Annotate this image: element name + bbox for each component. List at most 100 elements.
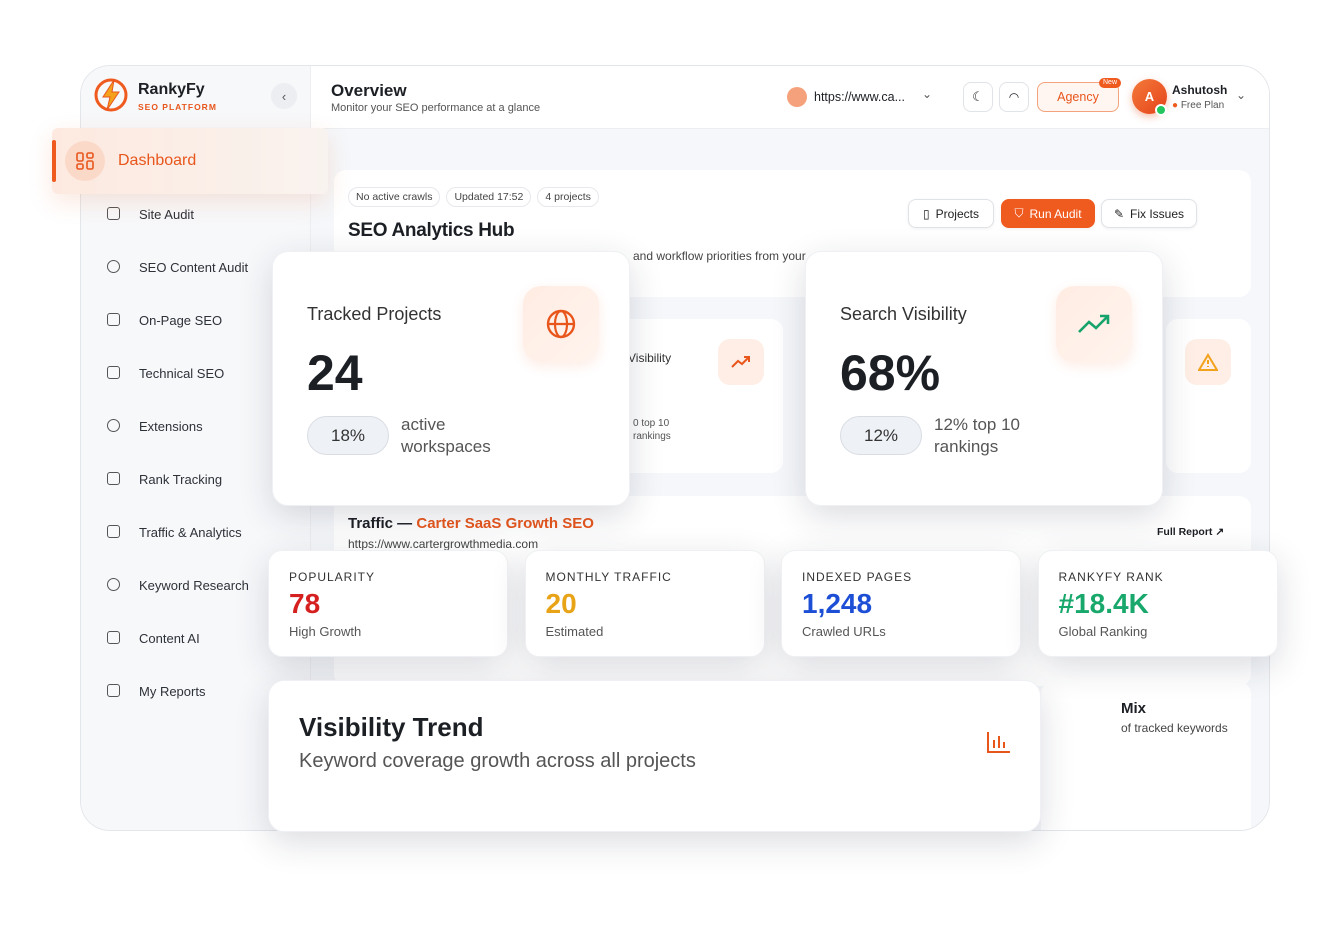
traffic-url: https://www.cartergrowthmedia.com [348, 537, 539, 551]
metric-value: 20 [545, 588, 577, 619]
hub-title: SEO Analytics Hub [348, 220, 515, 241]
metric-card: POPULARITY 78 High Growth [268, 550, 508, 657]
bg-alert-card [1166, 319, 1251, 473]
nav-icon [107, 207, 120, 220]
nav-item[interactable]: On-Page SEO [81, 310, 311, 334]
nav-icon [107, 525, 120, 538]
metric-note: High Growth [289, 624, 362, 639]
metric-card: MONTHLY TRAFFIC 20 Estimated [524, 550, 765, 657]
card-badge: 18% [307, 416, 389, 455]
trend-title: Visibility Trend [299, 712, 484, 742]
nav-icon [107, 419, 120, 432]
nav-icon [107, 472, 120, 485]
metric-card: INDEXED PAGES 1,248 Crawled URLs [781, 550, 1021, 657]
fix-issues-button[interactable]: ✎ Fix Issues [1101, 199, 1197, 228]
site-url[interactable]: https://www.ca... [814, 90, 906, 104]
chip-row: No active crawls Updated 17:52 4 projects [348, 187, 605, 207]
avatar-initial: A [1144, 89, 1155, 104]
traffic-project: Carter SaaS Growth SEO [416, 515, 594, 532]
plan-text: Free Plan [1180, 100, 1225, 111]
bg-stat-label: Visibility [628, 351, 672, 365]
metric-label: POPULARITY [289, 570, 376, 584]
button-label: Run Audit [1029, 206, 1082, 221]
online-dot [1155, 104, 1167, 116]
active-indicator [52, 140, 56, 182]
metric-label: INDEXED PAGES [802, 570, 913, 584]
page-subtitle: Monitor your SEO performance at a glance [331, 102, 541, 114]
metric-card: RANKYFY RANK #18.4K Global Ranking [1037, 550, 1278, 657]
nav-icon [107, 684, 120, 697]
metric-value: 1,248 [802, 588, 873, 619]
collapse-button[interactable]: ‹ [271, 83, 297, 109]
trend-icon [1056, 286, 1132, 362]
bg-stat-note: 0 top 10 rankings [633, 418, 671, 442]
nav-item[interactable]: Keyword Research [81, 575, 311, 599]
visibility-trend-card: Visibility Trend Keyword coverage growth… [268, 680, 1041, 832]
globe-icon [523, 286, 599, 362]
brand-tagline: SEO PLATFORM [138, 102, 217, 112]
logo [94, 78, 128, 112]
agency-label: Agency [1057, 90, 1099, 104]
metric-note: Global Ranking [1058, 624, 1148, 639]
nav-item[interactable]: Content AI [81, 628, 311, 652]
nav-item[interactable]: Site Audit [81, 204, 311, 228]
nav-label: On-Page SEO [139, 313, 223, 328]
brand-name: RankyFy [138, 81, 205, 98]
theme-toggle[interactable]: ☾ [963, 82, 993, 112]
status-chip: 4 projects [537, 187, 599, 207]
metric-value: #18.4K [1058, 588, 1149, 619]
bg-stat-card: Visibility 0 top 10 rankings [601, 319, 783, 473]
metric-note: Crawled URLs [802, 624, 886, 639]
card-badge: 12% [840, 416, 922, 455]
user-chevron[interactable]: ⌄ [1236, 88, 1247, 102]
metric-value: 78 [289, 588, 321, 619]
full-report-link[interactable]: Full Report ↗ [1157, 526, 1225, 538]
tracked-projects-card: Tracked Projects 24 18% active workspace… [272, 251, 630, 506]
bg-stat-icon [718, 339, 764, 385]
search-visibility-card: Search Visibility 68% 12% 12% top 10 ran… [805, 251, 1163, 506]
url-chevron[interactable]: ⌄ [922, 87, 933, 101]
nav-item[interactable]: Extensions [81, 416, 311, 440]
alert-icon [1185, 339, 1231, 385]
card-value: 24 [307, 345, 363, 401]
nav-label: SEO Content Audit [139, 260, 249, 275]
trend-subtitle: Keyword coverage growth across all proje… [299, 750, 696, 772]
nav-label: Extensions [139, 419, 203, 434]
full-report-text: Full Report [1157, 526, 1213, 538]
traffic-heading: Traffic — Carter SaaS Growth SEO [348, 515, 594, 532]
projects-button[interactable]: ▯ Projects [908, 199, 994, 228]
card-value: 68% [840, 345, 941, 401]
card-note: active workspaces [401, 415, 491, 456]
card-label: Tracked Projects [307, 304, 442, 324]
nav-label: Rank Tracking [139, 472, 223, 487]
nav-item[interactable]: Rank Tracking [81, 469, 311, 493]
mix-card: Mix of tracked keywords [1041, 682, 1251, 830]
user-name: Ashutosh [1172, 83, 1228, 97]
mix-title: Mix [1121, 700, 1147, 717]
support-button[interactable]: ◠ [999, 82, 1029, 112]
traffic-title: Traffic — [348, 515, 413, 532]
chart-icon [987, 732, 1010, 753]
run-audit-button[interactable]: ⛉ Run Audit [1001, 199, 1095, 228]
nav-label: Dashboard [118, 152, 197, 169]
topbar: Overview Monitor your SEO performance at… [311, 66, 1269, 128]
nav-item[interactable]: Traffic & Analytics [81, 522, 311, 546]
active-nav-item[interactable]: Dashboard [52, 128, 328, 194]
nav-icon [107, 313, 120, 326]
nav-item[interactable]: SEO Content Audit [81, 257, 311, 281]
dashboard-icon [65, 141, 105, 181]
nav-item[interactable]: My Reports [81, 681, 311, 705]
nav-label: My Reports [139, 684, 206, 699]
nav-label: Content AI [139, 631, 200, 646]
card-label: Search Visibility [840, 304, 967, 324]
metric-label: RANKYFY RANK [1058, 570, 1164, 584]
nav-label: Traffic & Analytics [139, 525, 242, 540]
mix-subtitle: of tracked keywords [1121, 721, 1228, 735]
nav-icon [107, 366, 120, 379]
new-badge: New [1099, 78, 1122, 88]
nav-icon [107, 578, 120, 591]
site-icon [787, 87, 807, 107]
nav-item[interactable]: Technical SEO [81, 363, 311, 387]
metric-label: MONTHLY TRAFFIC [545, 570, 672, 584]
